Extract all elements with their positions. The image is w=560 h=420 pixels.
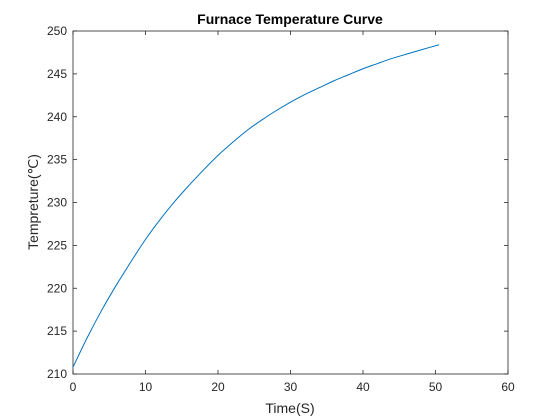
y-tick-label: 210 [47, 367, 67, 381]
chart-title: Furnace Temperature Curve [197, 11, 383, 27]
y-tick-label: 250 [47, 24, 67, 38]
x-tick-label: 60 [501, 380, 515, 394]
temperature-series-line [72, 44, 440, 368]
y-tick-label: 235 [47, 153, 67, 167]
x-tick-label: 30 [284, 380, 298, 394]
y-axis-label: Tempreture(℃) [25, 154, 41, 250]
x-tick-label: 20 [211, 380, 225, 394]
x-tick-label: 0 [70, 380, 77, 394]
y-tick-label: 225 [47, 238, 67, 252]
y-tick-label: 215 [47, 324, 67, 338]
y-tick-label: 230 [47, 196, 67, 210]
y-tick-label: 240 [47, 110, 67, 124]
x-tick-label: 10 [139, 380, 153, 394]
x-axis-label: Time(S) [265, 400, 314, 416]
plot-area [72, 30, 509, 375]
y-tick-label: 220 [47, 281, 67, 295]
y-axis-ticks: 210 215 220 225 230 235 240 245 250 [47, 24, 508, 381]
x-axis-ticks: 0 10 20 30 40 50 60 [70, 31, 515, 394]
x-tick-label: 50 [429, 380, 443, 394]
x-tick-label: 40 [356, 380, 370, 394]
y-tick-label: 245 [47, 67, 67, 81]
